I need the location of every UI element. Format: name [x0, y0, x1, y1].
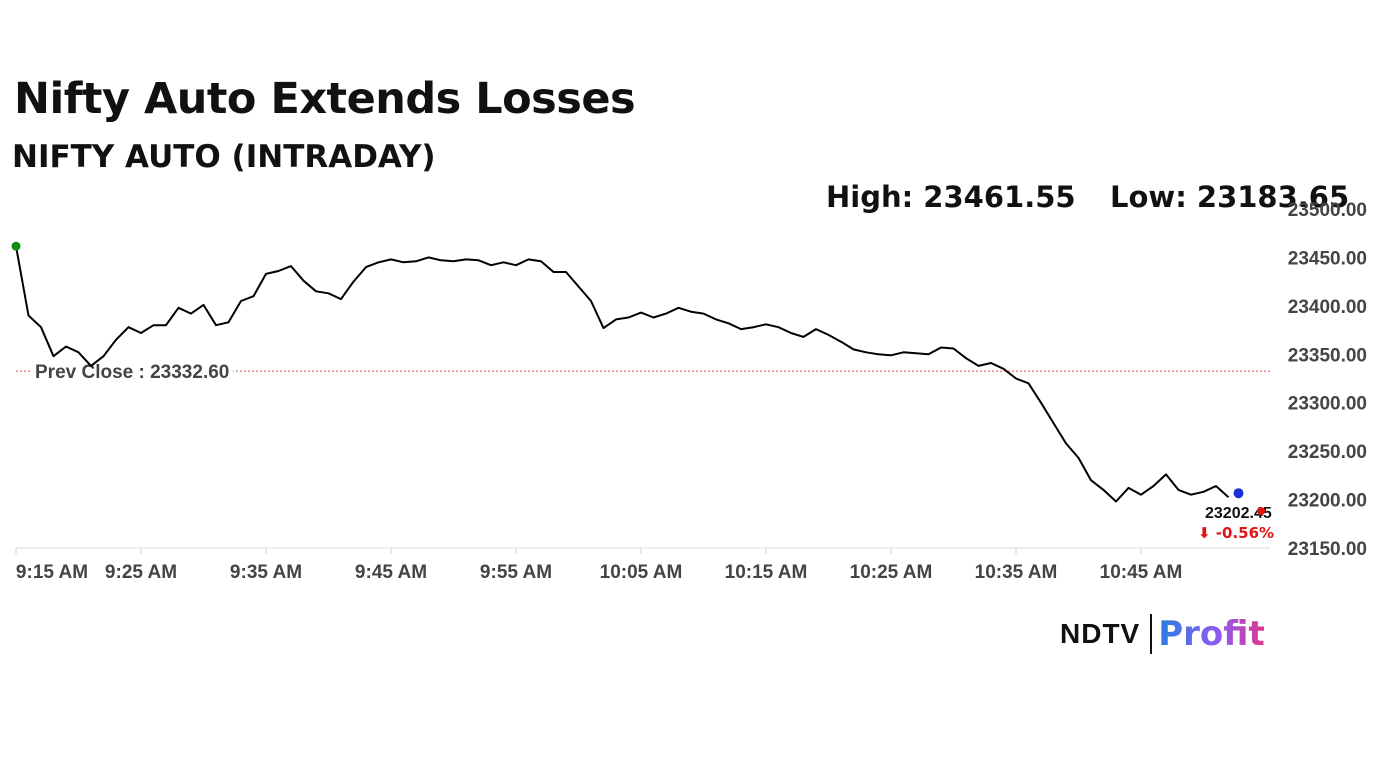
logo-brand: NDTV — [1060, 618, 1141, 649]
prev-close-label-bg — [31, 360, 234, 386]
y-tick-label: 23400.00 — [1288, 297, 1367, 318]
y-tick-label: 23350.00 — [1288, 345, 1367, 366]
x-tick-label: 10:15 AM — [725, 562, 808, 583]
change-percent-label: ⬇ -0.56% — [1198, 524, 1274, 542]
day-low: Low: 23183.65 — [1110, 180, 1350, 214]
x-tick-label: 9:35 AM — [230, 562, 302, 583]
prev-close-label: Prev Close : 23332.60 — [35, 362, 229, 383]
y-tick-label: 23300.00 — [1288, 394, 1367, 415]
ndtv-profit-logo: NDTV Profit — [1060, 612, 1265, 656]
change-marker — [1257, 507, 1265, 515]
last-value-label: 23202.45 — [1205, 505, 1272, 522]
x-tick-label: 9:15 AM — [16, 562, 88, 583]
headline: Nifty Auto Extends Losses — [14, 74, 636, 124]
x-tick-label: 9:55 AM — [480, 562, 552, 583]
x-tick-label: 9:25 AM — [105, 562, 177, 583]
x-tick-label: 10:35 AM — [975, 562, 1058, 583]
day-high: High: 23461.55 — [826, 180, 1076, 214]
logo-divider — [1150, 614, 1153, 654]
x-tick-label: 10:25 AM — [850, 562, 933, 583]
y-tick-label: 23500.00 — [1288, 200, 1367, 221]
y-tick-label: 23150.00 — [1288, 539, 1367, 560]
chart-subtitle: NIFTY AUTO (INTRADAY) — [12, 139, 436, 175]
logo-product: Profit — [1158, 614, 1265, 654]
x-tick-label: 9:45 AM — [355, 562, 427, 583]
y-tick-label: 23250.00 — [1288, 442, 1367, 463]
y-tick-label: 23450.00 — [1288, 248, 1367, 269]
last-price-marker — [1233, 488, 1244, 499]
x-tick-label: 10:05 AM — [600, 562, 683, 583]
open-marker — [11, 241, 21, 251]
x-tick-label: 10:45 AM — [1100, 562, 1183, 583]
price-line — [15, 246, 1230, 503]
y-tick-label: 23200.00 — [1288, 491, 1367, 512]
